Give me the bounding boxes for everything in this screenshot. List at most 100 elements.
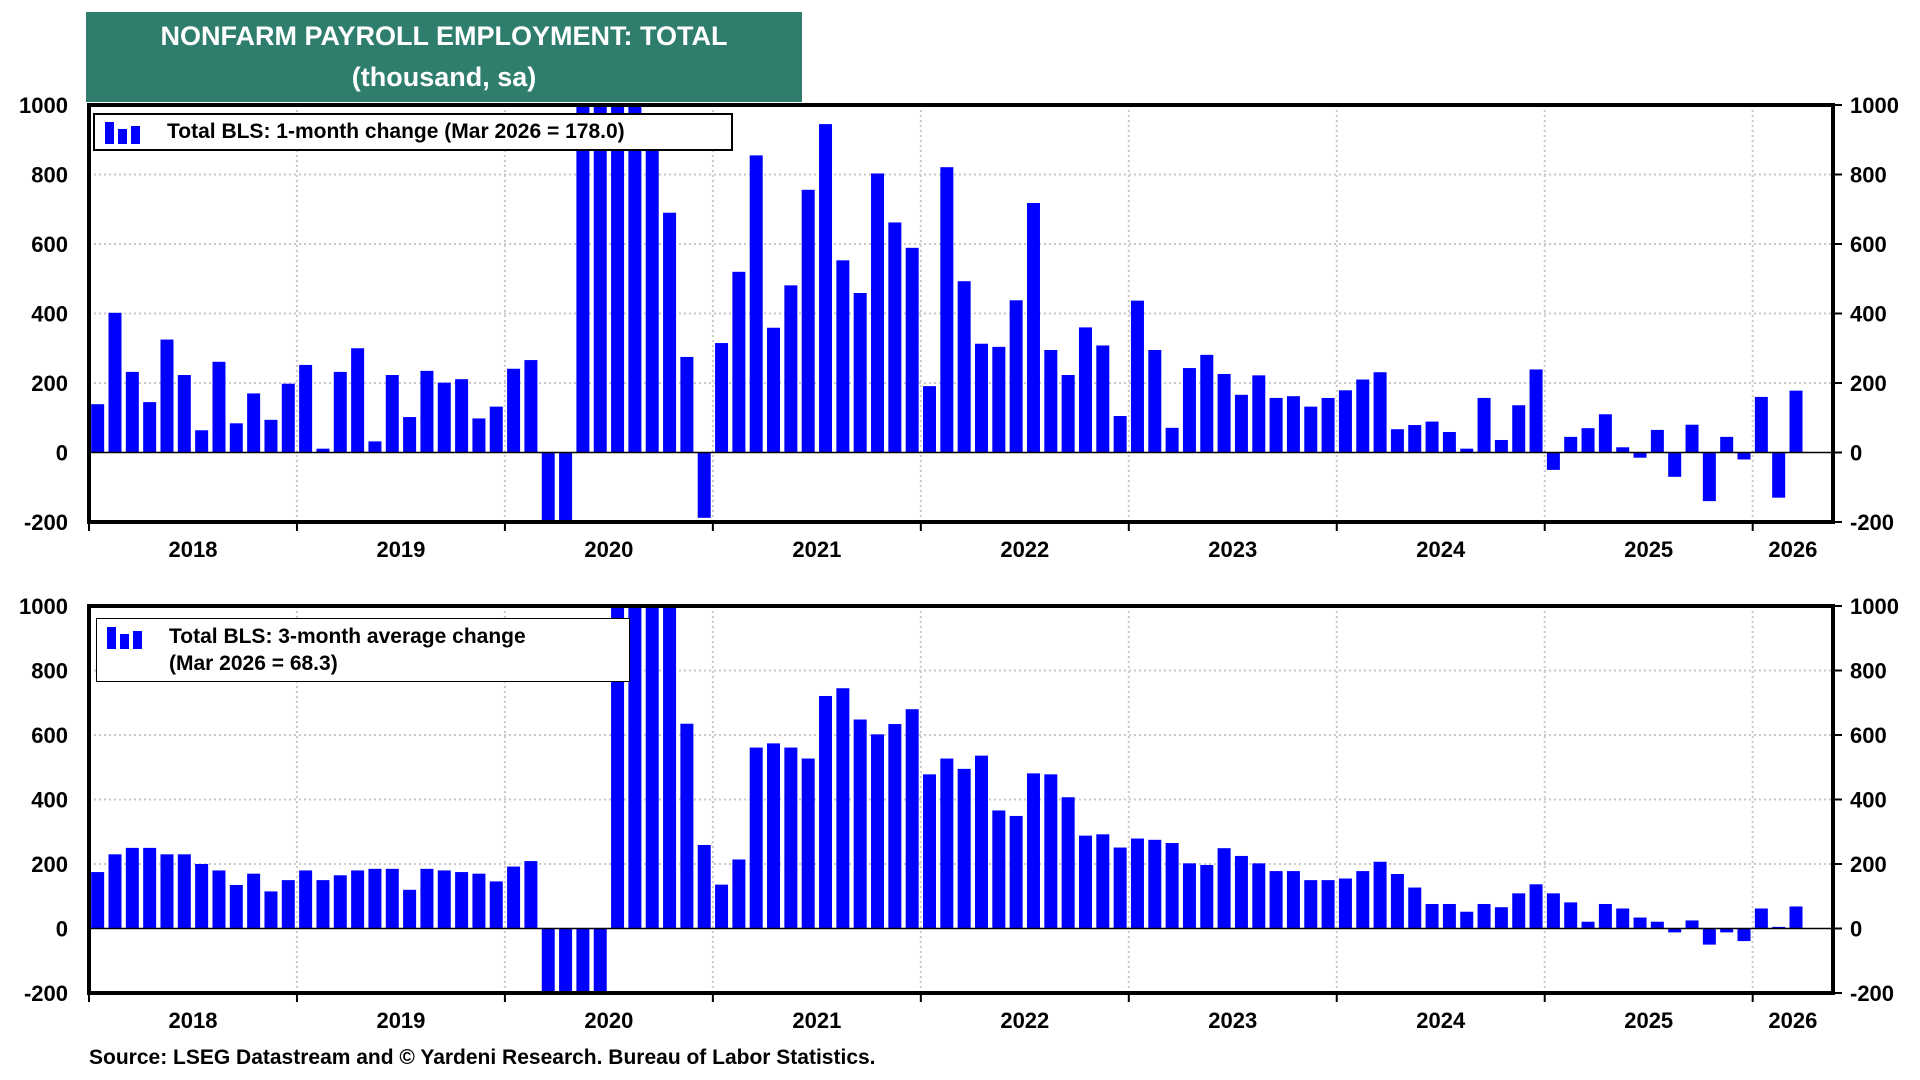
bar-top <box>1720 436 1734 453</box>
y-tick-label-right: -200 <box>1850 510 1894 535</box>
y-tick-label-left: -200 <box>24 981 68 1006</box>
bar-top <box>351 348 365 453</box>
y-tick-label-left: 200 <box>31 371 68 396</box>
bar-bottom <box>1789 906 1803 929</box>
bar-top <box>316 448 330 453</box>
bar-bottom <box>1338 878 1352 929</box>
bar-bottom <box>403 889 417 929</box>
bar-bottom <box>611 606 625 929</box>
bar-bottom <box>507 866 521 929</box>
y-tick-label-left: 600 <box>31 723 68 748</box>
bar-bottom <box>559 928 573 993</box>
bar-legend-icon <box>105 122 141 144</box>
bar-bottom <box>1286 871 1300 929</box>
bar-bottom <box>1581 921 1595 929</box>
bar-bottom <box>940 758 954 929</box>
bar-top <box>247 393 261 453</box>
chart-title-line1: NONFARM PAYROLL EMPLOYMENT: TOTAL <box>160 21 728 51</box>
legend-top: Total BLS: 1-month change (Mar 2026 = 17… <box>93 113 733 151</box>
bar-bottom <box>1685 920 1699 929</box>
y-tick-label-right: 0 <box>1850 917 1862 942</box>
bar-bottom <box>1754 908 1768 929</box>
bar-bottom <box>1165 843 1179 929</box>
y-tick-label-left: 600 <box>31 232 68 257</box>
bar-bottom <box>264 891 278 929</box>
bar-top <box>1668 452 1682 477</box>
bar-bottom <box>1668 928 1682 933</box>
bar-top <box>91 404 105 453</box>
bar-bottom <box>1044 774 1058 929</box>
bar-top <box>559 452 573 522</box>
y-tick-label-left: 800 <box>31 163 68 188</box>
bar-top <box>1044 349 1058 453</box>
bar-top <box>489 406 503 453</box>
bar-top <box>1754 396 1768 453</box>
y-tick-label-left: 400 <box>31 788 68 813</box>
bar-top <box>645 125 659 453</box>
legend-bottom-text: Total BLS: 3-month average change <box>169 625 526 648</box>
bar-bottom <box>541 928 555 993</box>
bar-bottom <box>871 734 885 929</box>
bar-top <box>264 419 278 453</box>
bar-bottom <box>767 743 781 929</box>
bar-bottom <box>576 928 590 993</box>
bar-bottom <box>247 873 261 929</box>
bar-top <box>767 327 781 453</box>
bar-bottom <box>1564 902 1578 929</box>
bar-top <box>1772 452 1786 498</box>
y-tick-label-right: 200 <box>1850 371 1887 396</box>
bar-top <box>576 105 590 453</box>
bar-bottom <box>1529 884 1543 929</box>
bar-bottom <box>801 758 815 929</box>
bar-top <box>1477 397 1491 453</box>
bar-top <box>541 452 555 522</box>
bar-top <box>940 167 954 453</box>
x-tick-label-2022: 2022 <box>1000 537 1049 562</box>
y-tick-label-left: 1000 <box>19 594 68 619</box>
bars-top <box>91 105 1803 522</box>
bar-top <box>697 452 711 518</box>
bar-top <box>611 105 625 453</box>
bar-bottom <box>1026 773 1040 929</box>
bar-top <box>1321 397 1335 453</box>
y-tick-label-left: 400 <box>31 302 68 327</box>
bar-bottom <box>385 868 399 929</box>
y-tick-label-right: 400 <box>1850 788 1887 813</box>
bar-top <box>1737 452 1751 460</box>
bar-top <box>1252 375 1266 453</box>
bar-bottom <box>923 774 937 929</box>
chart-title: NONFARM PAYROLL EMPLOYMENT: TOTAL (thous… <box>86 12 802 102</box>
bar-legend-icon <box>107 627 143 649</box>
bar-top <box>143 402 157 453</box>
bar-bottom <box>697 844 711 929</box>
bar-top <box>1234 394 1248 453</box>
bar-top <box>195 430 209 453</box>
bar-bottom <box>1702 928 1716 945</box>
bar-top <box>749 155 763 453</box>
bar-top <box>1217 373 1231 453</box>
bar-top <box>1373 372 1387 453</box>
bar-top <box>1685 424 1699 453</box>
bar-bottom <box>819 695 833 929</box>
bar-bottom <box>974 755 988 929</box>
x-tick-label-2023: 2023 <box>1208 1008 1257 1033</box>
bar-bottom <box>195 864 209 929</box>
bar-bottom <box>1061 797 1075 929</box>
bar-bottom <box>645 606 659 929</box>
bar-top <box>1598 414 1612 453</box>
bar-top <box>1130 300 1144 453</box>
bar-bottom <box>1148 839 1162 929</box>
bar-bottom <box>281 880 295 929</box>
bar-bottom <box>1321 880 1335 929</box>
bar-bottom <box>437 870 451 929</box>
bar-top <box>333 371 347 453</box>
bar-top <box>1512 405 1526 453</box>
bar-top <box>1546 452 1560 470</box>
bar-bottom <box>1252 863 1266 929</box>
bar-bottom <box>1356 871 1370 929</box>
bar-bottom <box>593 928 607 993</box>
bar-bottom <box>1269 871 1283 929</box>
bar-top <box>801 189 815 453</box>
bar-top <box>1425 421 1439 453</box>
bar-top <box>1529 369 1543 453</box>
